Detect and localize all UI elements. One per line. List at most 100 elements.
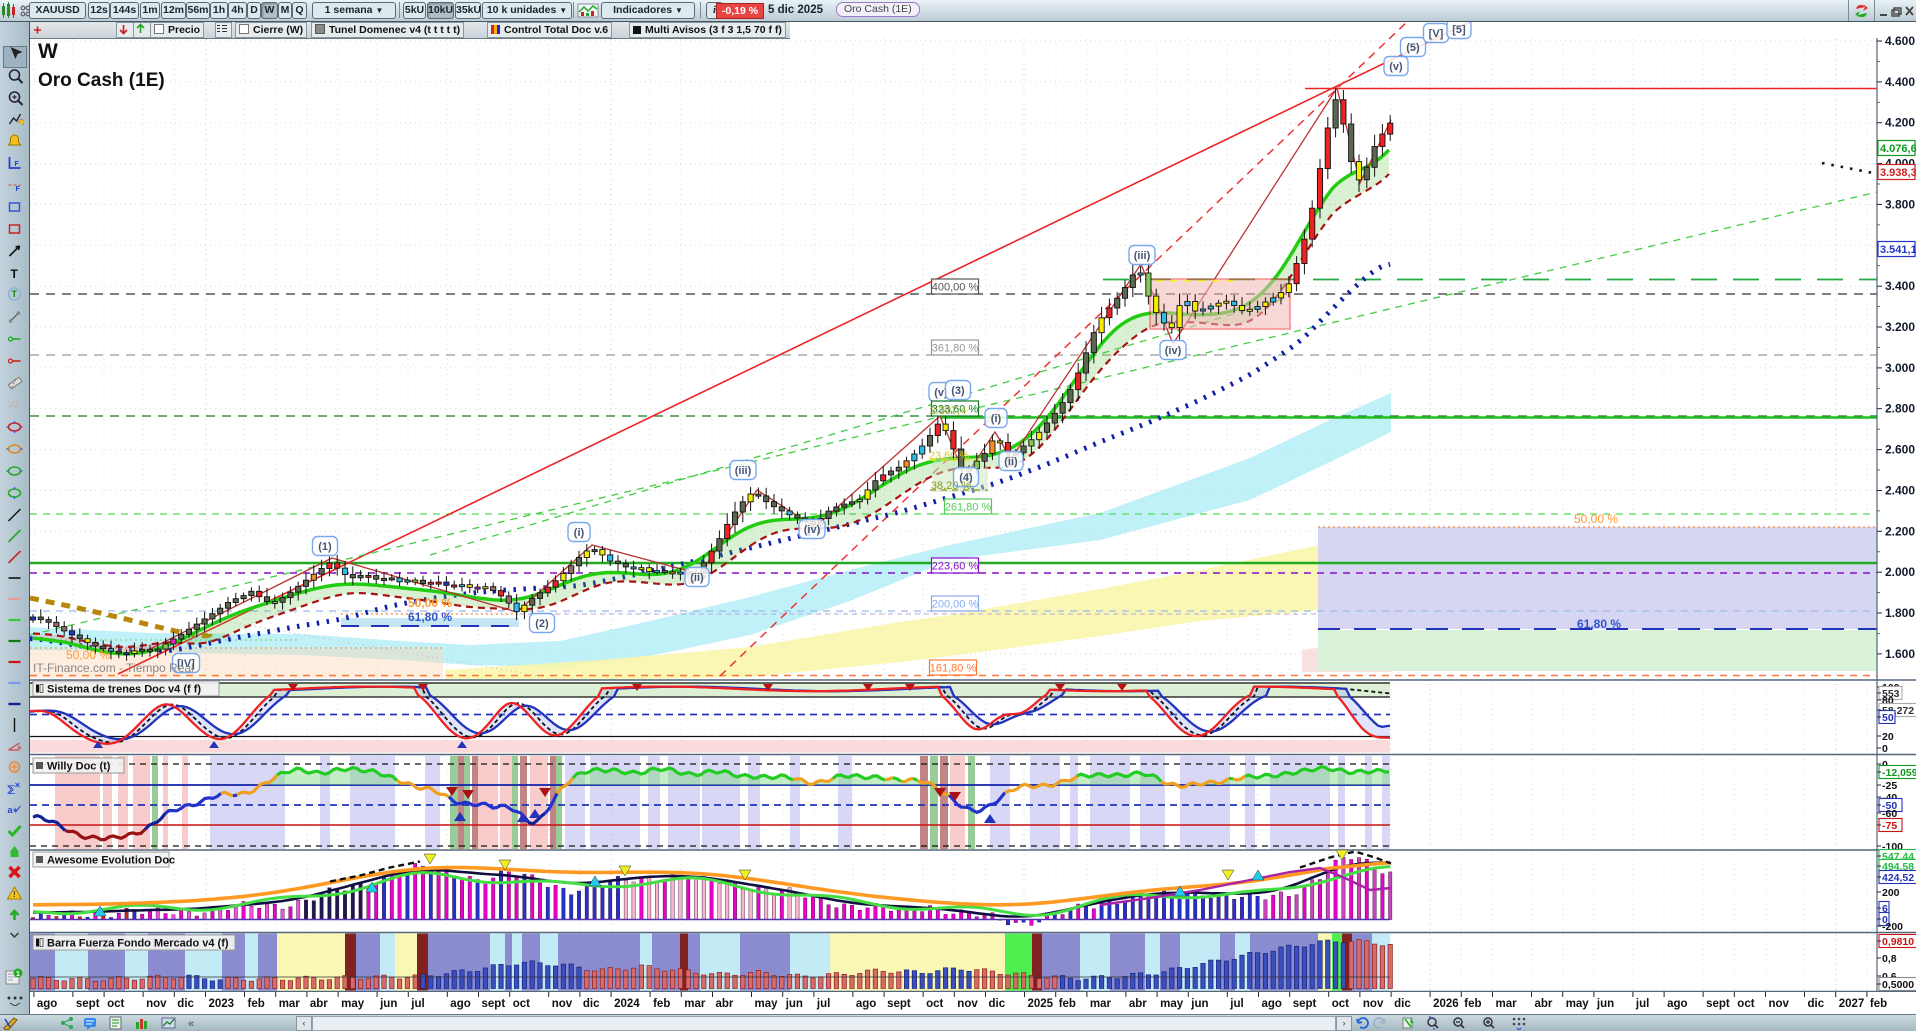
svg-text:abr: abr	[1535, 998, 1553, 1010]
svg-text:abr: abr	[1129, 998, 1147, 1010]
svg-text:[IV]: [IV]	[177, 658, 195, 670]
svg-text:mar: mar	[279, 998, 301, 1010]
svg-text:50,00 %: 50,00 %	[1574, 512, 1618, 526]
svg-text:(iii): (iii)	[735, 465, 752, 477]
svg-text:[V]: [V]	[1429, 28, 1444, 40]
svg-text:sept: sept	[1293, 998, 1317, 1010]
svg-text:oct: oct	[1332, 998, 1349, 1010]
svg-text:(iv): (iv)	[804, 524, 821, 536]
svg-text:abr: abr	[310, 998, 328, 1010]
svg-text:sept: sept	[1706, 998, 1730, 1010]
svg-text:4.076,6: 4.076,6	[1880, 143, 1916, 155]
svg-text:ago: ago	[856, 998, 876, 1010]
svg-text:may: may	[1160, 998, 1184, 1010]
svg-text:⅀: ⅀	[7, 784, 16, 794]
svg-text:mar: mar	[1090, 998, 1112, 1010]
svg-text:(v): (v)	[1389, 61, 1403, 73]
svg-text:feb: feb	[1059, 998, 1076, 1010]
svg-text:23,60 %: 23,60 %	[929, 450, 970, 462]
svg-text:!: !	[13, 890, 16, 899]
svg-text:ago: ago	[37, 998, 57, 1010]
svg-text:200: 200	[1882, 887, 1900, 899]
svg-text:20: 20	[1882, 731, 1894, 743]
svg-text:jul: jul	[1229, 998, 1243, 1010]
svg-text:0: 0	[1882, 743, 1888, 755]
svg-text:[5]: [5]	[1452, 24, 1466, 36]
svg-text:-200: -200	[1882, 921, 1903, 933]
svg-text:(4): (4)	[959, 472, 973, 484]
svg-text:dic: dic	[1808, 998, 1825, 1010]
svg-text:jun: jun	[1190, 998, 1208, 1010]
svg-text:3.000: 3.000	[1885, 361, 1915, 375]
svg-text:IT-Finance.com - Tiempo Real: IT-Finance.com - Tiempo Real	[33, 661, 194, 675]
svg-text:50,00 %: 50,00 %	[66, 648, 110, 662]
svg-text:feb: feb	[248, 998, 265, 1010]
svg-text:494,58: 494,58	[1882, 861, 1914, 873]
svg-text:38,20 %: 38,20 %	[931, 480, 972, 492]
svg-text:abr: abr	[716, 998, 734, 1010]
svg-text:W: W	[38, 40, 58, 63]
svg-text:323,60 %: 323,60 %	[932, 404, 979, 416]
svg-text:nov: nov	[552, 998, 573, 1010]
svg-text:3.200: 3.200	[1885, 320, 1915, 334]
svg-text:oct: oct	[107, 998, 124, 1010]
svg-text:(ii): (ii)	[690, 572, 704, 584]
svg-text:2.400: 2.400	[1885, 484, 1915, 498]
svg-text:mar: mar	[1496, 998, 1518, 1010]
svg-text:Barra Fuerza Fondo Mercado v4: Barra Fuerza Fondo Mercado v4 (f)	[47, 938, 229, 950]
svg-text:0,9810: 0,9810	[1882, 936, 1914, 948]
svg-text:3.400: 3.400	[1885, 279, 1915, 293]
svg-text:4.200: 4.200	[1885, 116, 1915, 130]
svg-text:2026: 2026	[1433, 998, 1459, 1010]
svg-text:200,00 %: 200,00 %	[932, 599, 979, 611]
svg-text:may: may	[755, 998, 779, 1010]
svg-text:ago: ago	[450, 998, 470, 1010]
svg-text:(i): (i)	[574, 527, 585, 539]
svg-text:(2): (2)	[535, 618, 549, 630]
svg-text:61,80 %: 61,80 %	[408, 610, 452, 624]
svg-text:jul: jul	[1635, 998, 1649, 1010]
svg-text:ago: ago	[1667, 998, 1687, 1010]
svg-text:Sistema de trenes Doc v4 (f f): Sistema de trenes Doc v4 (f f)	[47, 684, 201, 696]
svg-text:-50: -50	[1882, 800, 1897, 812]
svg-text:(iii): (iii)	[1134, 250, 1151, 262]
svg-text:T: T	[11, 267, 19, 281]
svg-text:(i): (i)	[991, 413, 1002, 425]
svg-text:(ii): (ii)	[1004, 456, 1018, 468]
svg-text:may: may	[341, 998, 365, 1010]
svg-text:jun: jun	[379, 998, 397, 1010]
svg-text:«: «	[188, 1018, 194, 1030]
svg-text:-25: -25	[1882, 780, 1897, 792]
svg-text:Oro Cash (1E): Oro Cash (1E)	[38, 70, 165, 91]
svg-text:dic: dic	[989, 998, 1006, 1010]
svg-text:553: 553	[1882, 688, 1900, 700]
svg-text:jun: jun	[1596, 998, 1614, 1010]
svg-text:4.600: 4.600	[1885, 34, 1915, 48]
svg-text:50,00 %: 50,00 %	[408, 596, 452, 610]
svg-text:3.541,1: 3.541,1	[1880, 244, 1916, 256]
svg-text:(iv): (iv)	[1165, 345, 1182, 357]
svg-text:261,80 %: 261,80 %	[945, 502, 992, 514]
svg-text:400,00 %: 400,00 %	[932, 282, 979, 294]
svg-text:(v): (v)	[934, 387, 948, 399]
svg-text:dic: dic	[177, 998, 194, 1010]
svg-text:mar: mar	[684, 998, 706, 1010]
svg-text:sept: sept	[887, 998, 911, 1010]
svg-text:ago: ago	[1262, 998, 1282, 1010]
svg-text:jun: jun	[785, 998, 803, 1010]
svg-text:161,80 %: 161,80 %	[930, 663, 977, 675]
svg-text:6: 6	[1882, 903, 1888, 915]
svg-text:2.307,4: 2.307,4	[930, 405, 967, 417]
svg-text:2023: 2023	[209, 998, 235, 1010]
svg-text:F: F	[15, 161, 20, 168]
svg-text:0: 0	[1882, 914, 1888, 926]
svg-text:(3): (3)	[951, 385, 965, 397]
svg-text:1.800: 1.800	[1885, 606, 1915, 620]
svg-text:-60: -60	[1882, 808, 1897, 820]
svg-text:Willy Doc (t): Willy Doc (t)	[47, 761, 111, 773]
svg-text:61,80 %: 61,80 %	[1577, 617, 1621, 631]
svg-text:4.400: 4.400	[1885, 75, 1915, 89]
svg-text:feb: feb	[1464, 998, 1481, 1010]
svg-text:sept: sept	[76, 998, 100, 1010]
svg-text:0,5000: 0,5000	[1882, 979, 1914, 991]
